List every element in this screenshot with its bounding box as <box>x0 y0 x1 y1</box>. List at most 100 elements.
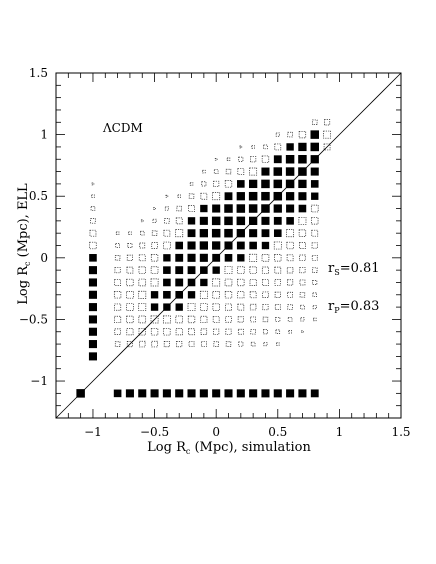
x-tick-label: −1 <box>84 425 102 439</box>
data-point <box>287 317 293 322</box>
y-tick-label: −1 <box>30 374 48 388</box>
data-point <box>261 254 270 262</box>
data-point <box>285 167 295 176</box>
data-point <box>225 328 232 335</box>
data-point <box>139 340 146 348</box>
x-tick-label: 0 <box>212 425 220 439</box>
data-point <box>187 389 196 398</box>
data-point <box>239 145 243 149</box>
data-point <box>273 241 282 250</box>
identity-line <box>55 72 402 419</box>
data-point <box>225 168 232 175</box>
data-point <box>188 205 195 212</box>
data-point <box>287 304 293 310</box>
y-tick-label: 1 <box>40 128 48 142</box>
data-point <box>163 278 171 287</box>
data-point <box>251 145 255 149</box>
data-point <box>237 266 245 274</box>
x-tick-label: 1 <box>336 425 344 439</box>
data-markers <box>76 119 331 398</box>
data-point <box>236 192 245 201</box>
y-tick-label: −0.5 <box>19 312 48 326</box>
data-point <box>199 229 208 238</box>
data-point <box>224 228 233 238</box>
y-axis-label-main: Log R <box>16 265 31 305</box>
data-point <box>139 230 145 236</box>
data-point <box>262 279 269 286</box>
data-point <box>125 389 134 398</box>
data-point <box>237 291 245 299</box>
data-point <box>262 304 269 311</box>
data-point <box>212 389 221 398</box>
data-point <box>238 341 244 347</box>
data-point <box>287 279 294 286</box>
data-point <box>114 341 121 347</box>
y-tick-label: 1.5 <box>29 66 48 80</box>
data-point <box>250 316 257 323</box>
data-point <box>310 142 319 152</box>
data-point <box>237 316 244 323</box>
rs-annotation: rS=0.81 <box>328 261 380 277</box>
data-point <box>276 342 280 346</box>
data-point <box>310 167 319 176</box>
data-point <box>236 241 245 250</box>
data-point <box>298 155 307 164</box>
data-point <box>300 317 305 322</box>
y-tick-label: 0.5 <box>29 189 48 203</box>
data-point <box>201 181 207 187</box>
data-point <box>151 242 158 249</box>
data-point <box>273 155 282 164</box>
data-point <box>187 253 196 262</box>
axis-ticks: −1 −0.5 0 0.5 1 1.5 −1 −0.5 0 0.5 1 1.5 <box>19 66 411 439</box>
data-point <box>301 330 304 334</box>
data-point <box>91 182 95 186</box>
data-point <box>299 254 306 262</box>
data-point <box>200 328 208 335</box>
data-point <box>153 207 156 210</box>
data-point <box>213 169 219 174</box>
data-point <box>89 241 97 250</box>
data-point <box>273 204 282 213</box>
data-point <box>263 144 268 150</box>
data-point <box>273 229 282 237</box>
data-point <box>91 194 95 198</box>
data-point <box>275 329 281 335</box>
data-point <box>200 303 208 311</box>
data-point <box>138 389 147 398</box>
data-point <box>88 266 97 275</box>
data-point <box>310 204 319 213</box>
data-point <box>274 291 281 298</box>
data-point <box>274 143 282 151</box>
data-point <box>263 342 268 347</box>
data-point <box>249 179 258 189</box>
data-point <box>261 155 270 163</box>
data-point <box>275 132 280 137</box>
data-point <box>114 303 122 311</box>
data-point <box>286 143 294 151</box>
data-point <box>286 217 294 225</box>
data-point <box>163 229 171 237</box>
data-point <box>237 168 245 175</box>
data-point <box>126 303 134 311</box>
data-point <box>189 182 194 186</box>
data-point <box>323 130 331 139</box>
data-point <box>274 266 282 274</box>
data-point <box>224 192 233 201</box>
data-point <box>187 291 196 299</box>
rs-symbol: r <box>328 261 335 276</box>
data-point <box>312 305 317 310</box>
data-point <box>88 278 97 287</box>
data-point <box>311 242 318 249</box>
data-point <box>88 290 97 299</box>
data-point <box>163 254 171 262</box>
data-point <box>128 231 132 235</box>
data-point <box>236 389 245 398</box>
x-axis-label-sub: c <box>186 447 191 456</box>
data-point <box>212 278 221 287</box>
data-point <box>176 341 183 348</box>
data-point <box>175 315 183 324</box>
data-point <box>114 267 121 274</box>
data-point <box>250 156 257 163</box>
data-point <box>200 192 208 200</box>
rp-symbol: r <box>328 299 335 314</box>
